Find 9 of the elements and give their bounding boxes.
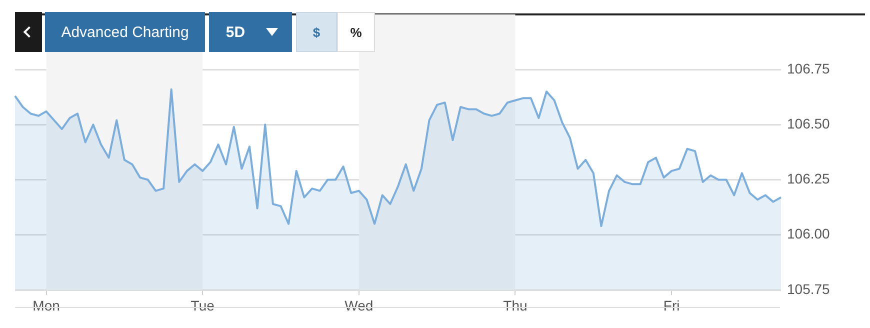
y-tick-label: 106.75 bbox=[787, 60, 830, 76]
percent-toggle[interactable]: % bbox=[337, 12, 375, 52]
y-tick-label: 106.00 bbox=[787, 226, 830, 242]
period-dropdown[interactable]: 5D bbox=[209, 12, 292, 52]
y-tick-label: 106.50 bbox=[787, 116, 830, 132]
charting-button[interactable]: Advanced Charting bbox=[45, 12, 205, 52]
currency-toggle[interactable]: $ bbox=[296, 12, 337, 52]
y-tick-label: 106.25 bbox=[787, 170, 830, 187]
y-tick-label: 105.75 bbox=[787, 280, 830, 297]
